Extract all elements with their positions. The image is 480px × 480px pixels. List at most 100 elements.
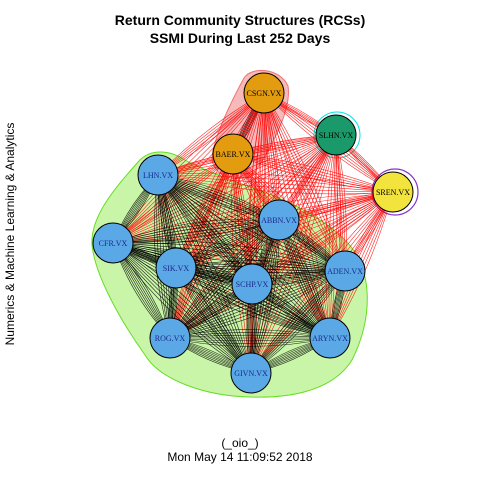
graph-edge — [169, 92, 265, 339]
node-circle — [212, 133, 254, 175]
node-label: LHN.VX — [143, 171, 173, 180]
graph-edge — [169, 134, 337, 339]
node-circle — [309, 317, 351, 359]
graph-edge — [329, 134, 341, 339]
graph-node: CSGN.VX — [243, 72, 285, 114]
node-circle — [92, 222, 134, 264]
graph-edge — [112, 242, 252, 374]
node-circle — [231, 263, 273, 305]
graph-node: LHN.VX — [137, 154, 179, 196]
node-label: SREN.VX — [376, 188, 410, 197]
footer-signature: (_oio_) — [221, 436, 259, 450]
graph-edge — [112, 242, 252, 374]
graph-node: GIVN.VX — [230, 352, 272, 394]
graph-edge — [328, 134, 337, 339]
graph-node: ADEN.VX — [324, 250, 366, 292]
graph-edge — [112, 92, 265, 244]
node-circle — [137, 154, 179, 196]
graph-node: CFR.VX — [92, 222, 134, 264]
graph-edge — [112, 242, 346, 272]
node-layer: CSGN.VX BAER.VX SLHN.VX SREN.VX LHN.VX ABBN.V… — [92, 72, 414, 394]
graph-edge — [112, 92, 265, 244]
graph-edge — [175, 134, 337, 269]
graph-edge — [157, 174, 394, 193]
graph-edge — [157, 174, 394, 193]
graph-edge — [157, 174, 394, 193]
graph-edge — [157, 174, 346, 272]
graph-node: SIK.VX — [155, 247, 197, 289]
graph-edge — [112, 242, 252, 374]
graph-edge — [169, 191, 394, 339]
footer-timestamp: Mon May 14 11:09:52 2018 — [167, 450, 313, 464]
graph-edge — [112, 134, 337, 244]
node-circle — [258, 199, 300, 241]
graph-node: BAER.VX — [212, 133, 254, 175]
graph-edge — [250, 92, 265, 374]
graph-node: SREN.VX — [372, 171, 414, 213]
graph-edge — [250, 191, 394, 374]
graph-node: ROG.VX — [149, 317, 191, 359]
node-circle — [324, 250, 366, 292]
graph-edge — [169, 92, 265, 339]
node-label: CFR.VX — [99, 239, 128, 248]
graph-edge — [112, 242, 331, 339]
node-label: SCHP.VX — [236, 280, 269, 289]
graph-edge — [112, 134, 337, 244]
node-label: ROG.VX — [155, 334, 186, 343]
graph-edge — [250, 191, 394, 374]
graph-edge — [112, 242, 252, 374]
node-label: CSGN.VX — [247, 89, 282, 98]
graph-edge — [250, 92, 265, 374]
graph-edge — [157, 172, 394, 193]
graph-edge — [157, 174, 252, 374]
node-label: ADEN.VX — [327, 267, 363, 276]
node-label: ABBN.VX — [261, 216, 297, 225]
graph-edge — [112, 191, 394, 244]
graph-edge — [157, 174, 346, 272]
graph-edge — [112, 242, 252, 374]
node-circle — [230, 352, 272, 394]
node-circle — [372, 171, 414, 213]
graph-edge — [232, 153, 331, 339]
node-circle — [315, 114, 357, 156]
graph-node: SLHN.VX — [315, 114, 357, 156]
graph-edge — [169, 92, 265, 339]
graph-edge — [169, 270, 346, 339]
graph-edge — [157, 174, 346, 272]
node-circle — [149, 317, 191, 359]
node-label: ARYN.VX — [312, 334, 348, 343]
graph-node: SCHP.VX — [231, 263, 273, 305]
node-label: SLHN.VX — [319, 131, 354, 140]
chart-title-line1: Return Community Structures (RCSs) — [114, 12, 366, 28]
node-circle — [243, 72, 285, 114]
graph-edge — [175, 134, 337, 269]
graph-edge — [112, 134, 337, 244]
graph-edge — [169, 270, 346, 339]
graph-edge — [112, 242, 346, 272]
graph-edge — [175, 134, 337, 269]
graph-edge — [251, 92, 265, 285]
graph-edge — [250, 191, 394, 374]
graph-edge — [325, 134, 337, 339]
graph-edge — [112, 242, 331, 339]
graph-edge — [157, 174, 346, 272]
graph-edge — [169, 92, 265, 339]
node-label: GIVN.VX — [234, 369, 268, 378]
graph-edge — [112, 242, 252, 374]
graph-edge — [329, 134, 337, 339]
graph-edge — [112, 134, 337, 244]
graph-edge — [112, 242, 331, 339]
graph-node: ABBN.VX — [258, 199, 300, 241]
graph-edge — [157, 174, 346, 272]
chart-title-line2: SSMI During Last 252 Days — [149, 30, 331, 46]
graph-node: ARYN.VX — [309, 317, 351, 359]
node-circle — [155, 247, 197, 289]
graph-edge — [169, 270, 346, 339]
node-label: SIK.VX — [163, 264, 190, 273]
graph-edge — [250, 134, 337, 374]
graph-edge — [112, 240, 346, 272]
node-label: BAER.VX — [216, 150, 251, 159]
graph-edge — [250, 191, 394, 374]
graph-edge — [112, 191, 394, 244]
